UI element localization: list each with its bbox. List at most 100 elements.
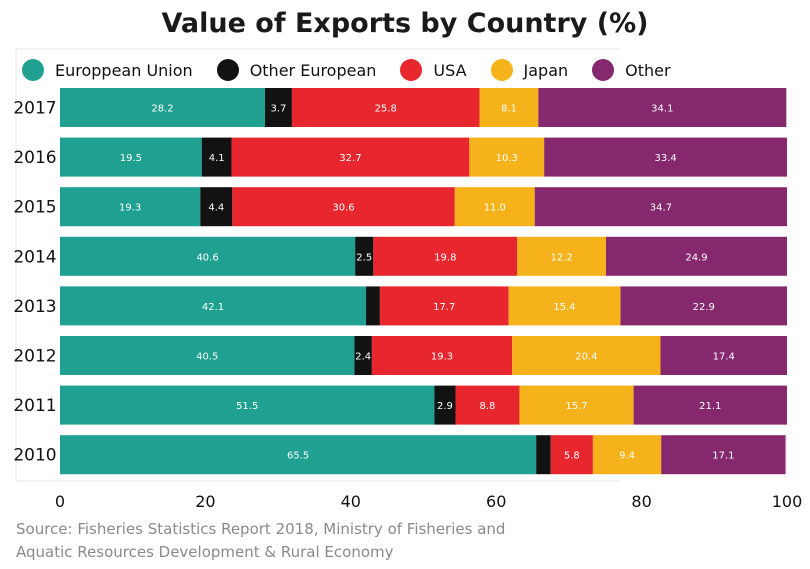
bar-segment-2012-3 xyxy=(512,336,661,375)
data-label-2016-3: 10.3 xyxy=(496,153,518,164)
source-line-1: Source: Fisheries Statistics Report 2018… xyxy=(16,520,506,538)
legend-label-2: USA xyxy=(433,60,467,80)
data-label-2013-2: 17.7 xyxy=(433,302,455,313)
bar-row-2015: 2015 19.3 4.4 30.6 11.0 34.7 xyxy=(13,187,787,227)
bar-segment-2011-3 xyxy=(519,385,634,425)
data-label-2015-1: 4.4 xyxy=(208,203,224,214)
data-label-2011-0: 51.5 xyxy=(236,401,258,412)
bar-segment-2010-2 xyxy=(550,435,593,475)
legend-item-4: Other xyxy=(592,59,671,81)
bar-segment-2013-3 xyxy=(508,286,621,326)
bar-segment-2016-4 xyxy=(544,137,787,177)
bar-segment-2014-2 xyxy=(373,236,518,276)
x-tick-label-40: 40 xyxy=(341,492,361,511)
bar-segment-2017-1 xyxy=(265,88,292,127)
data-label-2015-2: 30.6 xyxy=(332,203,354,214)
bar-segment-2012-0 xyxy=(60,336,355,375)
source-line-2: Aquatic Resources Development & Rural Ec… xyxy=(16,543,394,561)
legend-item-3: Japan xyxy=(490,59,569,81)
bar-segment-2015-0 xyxy=(60,187,201,227)
data-label-2017-3: 8.1 xyxy=(501,104,517,115)
data-label-2014-1: 2.5 xyxy=(356,252,372,263)
bar-segment-2017-3 xyxy=(479,88,539,127)
x-tick-label-100: 100 xyxy=(772,492,803,511)
data-label-2014-2: 19.8 xyxy=(434,252,456,263)
bar-segment-2014-1 xyxy=(355,236,374,276)
bar-segment-2010-0 xyxy=(60,435,537,475)
year-label-2013: 2013 xyxy=(13,297,56,317)
bar-row-2017: 2017 28.2 3.7 25.8 8.1 34.1 xyxy=(13,88,787,127)
data-label-2012-1: 2.4 xyxy=(355,352,371,363)
legend-swatch-0 xyxy=(22,59,44,81)
data-label-2012-2: 19.3 xyxy=(431,352,453,363)
bar-segment-2016-2 xyxy=(231,137,470,177)
data-label-2010-0: 65.5 xyxy=(287,451,309,462)
data-label-2016-4: 33.4 xyxy=(654,153,676,164)
data-label-2017-1: 3.7 xyxy=(271,104,287,115)
data-label-2013-4: 22.9 xyxy=(693,302,715,313)
data-label-2012-0: 40.5 xyxy=(196,352,218,363)
bar-row-2011: 2011 51.5 2.9 8.8 15.7 21.1 xyxy=(13,385,787,425)
legend-swatch-1 xyxy=(216,59,239,81)
data-label-2016-2: 32.7 xyxy=(339,153,361,164)
legend-swatch-3 xyxy=(490,59,513,81)
bar-segment-2012-4 xyxy=(660,336,787,375)
chart-title: Value of Exports by Country (%) xyxy=(161,8,649,39)
bar-segment-2015-2 xyxy=(232,187,455,227)
data-label-2012-3: 20.4 xyxy=(575,352,597,363)
data-label-2011-1: 2.9 xyxy=(437,401,453,412)
year-label-2010: 2010 xyxy=(13,446,56,466)
bar-segment-2017-4 xyxy=(538,88,787,127)
data-label-2017-0: 28.2 xyxy=(151,104,173,115)
bar-row-2010: 2010 65.5 5.8 9.4 17.1 xyxy=(13,435,787,475)
x-tick-label-60: 60 xyxy=(486,492,506,511)
data-label-2012-4: 17.4 xyxy=(713,352,735,363)
bar-segment-2013-0 xyxy=(60,286,367,326)
bar-segment-2011-0 xyxy=(60,385,435,425)
bar-segment-2016-1 xyxy=(201,137,232,177)
year-label-2011: 2011 xyxy=(13,396,56,416)
data-label-2010-2: 5.8 xyxy=(564,451,580,462)
year-label-2016: 2016 xyxy=(13,148,56,168)
bar-segment-2011-4 xyxy=(633,385,787,425)
data-label-2010-4: 17.1 xyxy=(712,451,734,462)
year-label-2014: 2014 xyxy=(13,247,56,267)
legend-label-4: Other xyxy=(625,60,671,80)
bar-segment-2017-2 xyxy=(291,88,480,127)
bar-segment-2010-4 xyxy=(661,435,786,475)
data-label-2013-0: 42.1 xyxy=(202,302,224,313)
data-label-2014-4: 24.9 xyxy=(685,252,707,263)
bar-segment-2011-1 xyxy=(434,385,456,425)
legend-item-0: Europpean Union xyxy=(22,59,193,81)
bar-segment-2015-4 xyxy=(534,187,787,227)
bar-row-2014: 2014 40.6 2.5 19.8 12.2 24.9 xyxy=(13,236,787,276)
bar-segment-2013-1 xyxy=(366,286,380,326)
data-label-2011-4: 21.1 xyxy=(699,401,721,412)
bar-row-2016: 2016 19.5 4.1 32.7 10.3 33.4 xyxy=(13,137,787,177)
year-label-2012: 2012 xyxy=(13,347,56,367)
bar-segment-2014-3 xyxy=(517,236,606,276)
bar-segment-2014-4 xyxy=(605,236,787,276)
data-label-2015-0: 19.3 xyxy=(119,203,141,214)
source-note: Source: Fisheries Statistics Report 2018… xyxy=(16,518,576,564)
legend-label-1: Other European xyxy=(249,60,377,80)
bar-segment-2013-4 xyxy=(620,286,787,326)
data-label-2013-3: 15.4 xyxy=(553,302,575,313)
bar-row-2012: 2012 40.5 2.4 19.3 20.4 17.4 xyxy=(13,336,787,375)
bar-segment-2016-0 xyxy=(60,137,202,177)
legend-item-2: USA xyxy=(400,59,467,81)
bar-segment-2012-2 xyxy=(371,336,513,375)
data-label-2017-4: 34.1 xyxy=(651,104,673,115)
year-label-2015: 2015 xyxy=(13,198,56,218)
data-label-2011-2: 8.8 xyxy=(480,401,496,412)
bar-segment-2017-0 xyxy=(60,88,266,127)
legend-swatch-4 xyxy=(592,59,615,81)
x-tick-label-80: 80 xyxy=(631,492,651,511)
bar-segment-2011-2 xyxy=(455,385,520,425)
legend-label-3: Japan xyxy=(523,60,569,80)
bar-segment-2016-3 xyxy=(469,137,545,177)
legend: Europpean Union Other European USA Japan Oth… xyxy=(22,58,695,82)
bar-segment-2014-0 xyxy=(60,236,356,276)
bar-segment-2012-1 xyxy=(354,336,372,375)
